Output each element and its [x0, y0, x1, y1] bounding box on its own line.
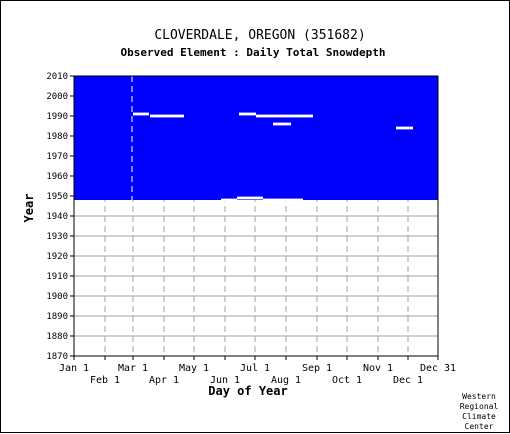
credit-line: Western [462, 392, 496, 401]
y-tick-label: 1970 [46, 152, 68, 162]
y-tick-label: 2010 [46, 72, 68, 82]
y-tick-label: 1910 [46, 272, 68, 282]
missing-data-segment [263, 198, 303, 202]
x-tick-label: Apr 1 [149, 375, 179, 386]
x-tick-label: Jun 1 [210, 375, 240, 386]
credit-line: Regional [460, 402, 499, 411]
credit-line: Center [465, 422, 494, 431]
y-tick-label: 1950 [46, 192, 68, 202]
y-tick-label: 1890 [46, 312, 68, 322]
plot-area: 1870 1880 1890 1900 1910 1920 1930 1940 1950 1960… [46, 72, 456, 386]
wrcc-credit: Western Regional Climate Center [460, 392, 499, 431]
missing-data-segment [256, 114, 288, 118]
observed-data-region [74, 76, 438, 200]
y-tick-label: 1930 [46, 232, 68, 242]
x-tick-label: Jan 1 [59, 363, 89, 374]
missing-data-segment [288, 114, 313, 118]
y-tick-label: 1870 [46, 352, 68, 362]
x-tick-label: Dec 31 [420, 363, 456, 374]
missing-data-segment [133, 112, 149, 116]
x-tick-label: Feb 1 [90, 375, 120, 386]
y-tick-label: 2000 [46, 92, 68, 102]
credit-line: Climate [462, 412, 496, 421]
x-tick-label: Sep 1 [302, 363, 332, 374]
missing-data-segment [237, 196, 253, 200]
missing-data-segment [253, 196, 263, 200]
y-tick-label: 1900 [46, 292, 68, 302]
x-axis-label: Day of Year [208, 384, 287, 398]
y-tick-label: 1980 [46, 132, 68, 142]
x-tick-label: Dec 1 [393, 375, 423, 386]
missing-data-segment [239, 112, 256, 116]
missing-data-segment [150, 114, 184, 118]
x-tick-label: Oct 1 [332, 375, 362, 386]
y-tick-label: 1920 [46, 252, 68, 262]
missing-data-segment [273, 122, 291, 126]
missing-data-segment [396, 126, 413, 130]
x-tick-label: Nov 1 [363, 363, 393, 374]
y-tick-label: 1990 [46, 112, 68, 122]
x-tick-label: Aug 1 [271, 375, 301, 386]
y-tick-label: 1960 [46, 172, 68, 182]
x-tick-label: Jul 1 [240, 363, 270, 374]
chart-subtitle: Observed Element : Daily Total Snowdepth [121, 46, 386, 59]
chart-title: CLOVERDALE, OREGON (351682) [154, 28, 365, 43]
x-tick-label: May 1 [179, 363, 209, 374]
y-tick-label: 1880 [46, 332, 68, 342]
missing-data-segment [221, 198, 237, 202]
x-tick-label: Mar 1 [118, 363, 148, 374]
y-axis-label: Year [22, 194, 36, 223]
y-tick-label: 1940 [46, 212, 68, 222]
